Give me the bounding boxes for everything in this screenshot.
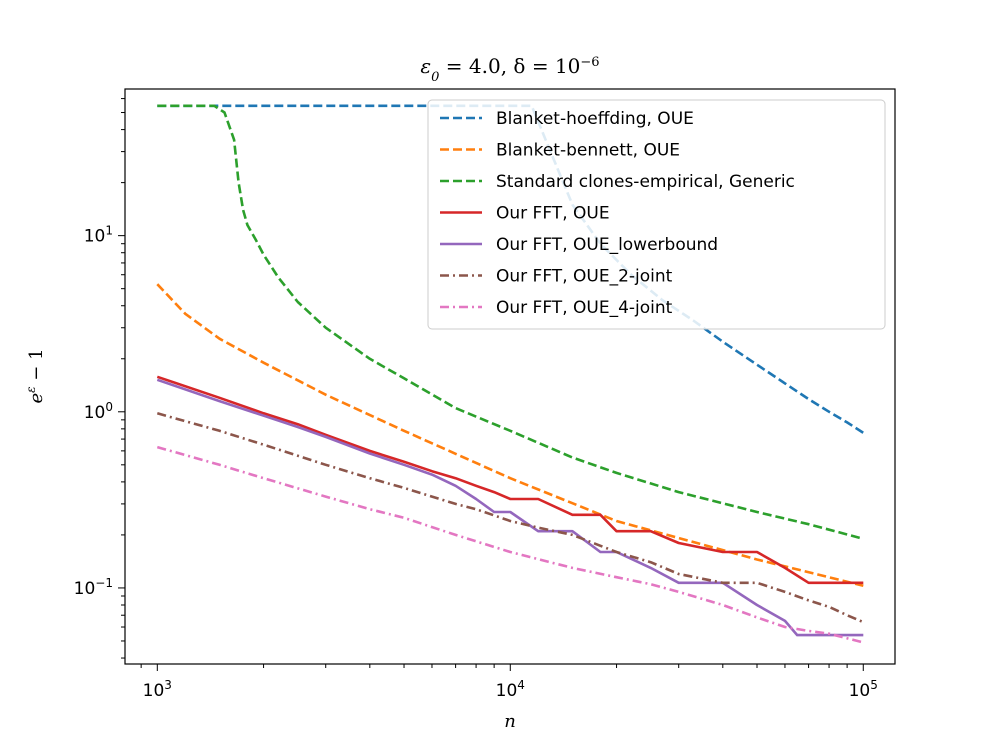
- legend-label-5: Our FFT, OUE_lowerbound: [496, 235, 718, 255]
- y-tick-label: 101: [84, 224, 113, 247]
- y-axis-label: eε − 1: [24, 348, 47, 403]
- legend-box: [427, 99, 886, 330]
- series-line-4: [156, 375, 864, 585]
- chart-title: ε0 = 4.0, δ = 10−6: [420, 54, 599, 85]
- series-line-2: [156, 283, 864, 587]
- legend-label-4: Our FFT, OUE: [496, 204, 610, 224]
- series-line-5: [156, 378, 864, 637]
- legend-label-2: Blanket-bennett, OUE: [496, 141, 680, 161]
- y-tick-label: 10−1: [74, 576, 113, 599]
- legend: Blanket-hoeffding, OUE Blanket-bennett, O…: [427, 99, 886, 330]
- series-line-3: [157, 104, 864, 541]
- plot-frame: [124, 88, 896, 665]
- series-line-6: [156, 412, 864, 624]
- y-tick-label: 100: [84, 400, 113, 423]
- legend-label-3: Standard clones-empirical, Generic: [496, 172, 795, 192]
- x-tick-label: 103: [143, 678, 172, 701]
- legend-label-6: Our FFT, OUE_2-joint: [496, 267, 673, 287]
- ticks-layer: 103 104 105 10−1 100 101: [74, 98, 878, 701]
- x-tick-label: 105: [849, 678, 878, 701]
- legend-label-1: Blanket-hoeffding, OUE: [496, 109, 694, 129]
- legend-label-7: Our FFT, OUE_4-joint: [496, 298, 673, 318]
- x-tick-label: 104: [496, 678, 525, 701]
- x-axis-label: n: [504, 711, 516, 732]
